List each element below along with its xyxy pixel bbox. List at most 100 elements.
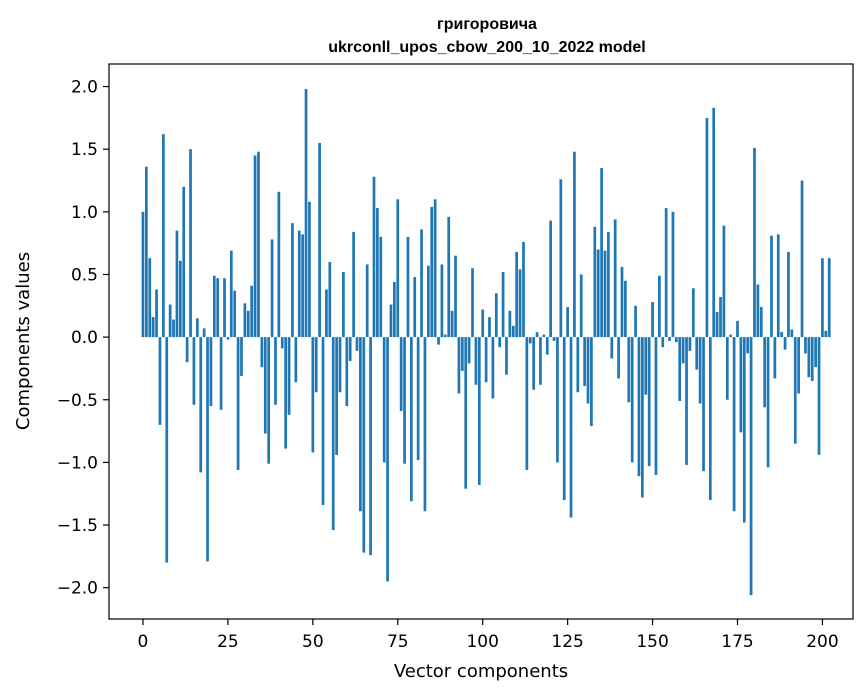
bar-175	[736, 320, 739, 338]
bar-97	[471, 268, 474, 338]
bar-186	[773, 337, 777, 379]
bar-119	[545, 337, 549, 355]
bar-187	[776, 234, 780, 338]
bar-56	[331, 337, 335, 531]
bar-18	[202, 328, 206, 338]
bar-145	[634, 305, 637, 338]
bar-174	[732, 337, 736, 512]
x-tick-label: 200	[806, 632, 838, 652]
bar-160	[685, 337, 688, 465]
bar-81	[416, 337, 420, 460]
bar-179	[749, 337, 753, 596]
x-tick-label: 125	[551, 632, 583, 652]
bar-51	[314, 337, 318, 393]
bar-25	[226, 337, 230, 340]
y-tick-label: 0.0	[71, 328, 98, 348]
bar-168	[712, 107, 716, 338]
bar-48	[304, 89, 308, 338]
bar-84	[426, 265, 430, 338]
bar-165	[702, 337, 705, 472]
bar-140	[617, 337, 620, 379]
bar-93	[457, 337, 461, 394]
bar-163	[695, 337, 699, 370]
bar-107	[505, 337, 508, 375]
bar-147	[641, 337, 644, 498]
bar-63	[355, 337, 359, 351]
y-tick-label: −0.5	[57, 391, 98, 411]
bar-161	[688, 337, 692, 351]
bar-43	[287, 337, 291, 415]
x-axis-ticks: 0 25 50 75 100 125 150 175 200	[138, 619, 839, 652]
bar-121	[552, 337, 556, 341]
bar-7	[165, 337, 169, 563]
bar-112	[522, 241, 525, 338]
bar-139	[613, 219, 617, 338]
bar-156	[671, 211, 675, 338]
y-tick-label: 1.0	[71, 203, 98, 223]
bar-194	[800, 180, 804, 338]
bar-79	[410, 337, 413, 502]
bar-83	[423, 337, 427, 512]
y-tick-label: −2.0	[57, 579, 98, 599]
bar-103	[491, 337, 495, 399]
bar-191	[790, 329, 794, 338]
bar-184	[766, 337, 770, 468]
bar-5	[158, 337, 162, 425]
bar-6	[162, 134, 165, 338]
bar-196	[807, 337, 811, 378]
bar-72	[386, 337, 389, 582]
bar-77	[403, 337, 406, 464]
bar-2	[148, 258, 152, 338]
bar-101	[484, 337, 488, 383]
bar-33	[253, 155, 257, 338]
bar-122	[556, 337, 559, 463]
bar-126	[569, 337, 573, 518]
bar-65	[362, 337, 366, 553]
bar-27	[233, 290, 237, 338]
bar-117	[539, 337, 542, 385]
bar-158	[678, 337, 682, 402]
bar-41	[280, 337, 284, 349]
bar-197	[810, 337, 814, 381]
bar-102	[488, 317, 491, 338]
bar-34	[257, 151, 260, 338]
bar-29	[240, 337, 243, 376]
bar-32	[250, 285, 254, 338]
bar-114	[528, 337, 532, 344]
bar-177	[742, 337, 746, 523]
bar-182	[759, 307, 763, 338]
bar-183	[763, 337, 767, 408]
y-axis-ticks: −2.0 −1.5 −1.0 −0.5 0.0 0.5 1.0 1.5 2.0	[57, 78, 109, 599]
bar-137	[607, 231, 610, 338]
bar-71	[382, 337, 386, 463]
bar-171	[722, 225, 726, 338]
bar-150	[651, 302, 654, 338]
bar-154	[664, 208, 668, 338]
bar-24	[223, 278, 226, 338]
bar-202	[827, 258, 831, 338]
bar-75	[396, 199, 400, 338]
x-tick-label: 0	[138, 632, 149, 652]
bar-199	[817, 337, 821, 455]
y-tick-label: −1.0	[57, 453, 98, 473]
bar-45	[294, 337, 298, 383]
bar-180	[753, 147, 756, 338]
bar-166	[705, 117, 709, 338]
bar-74	[393, 281, 396, 338]
bar-170	[719, 297, 722, 338]
bar-46	[297, 230, 301, 338]
bar-110	[515, 251, 519, 338]
bar-44	[291, 223, 294, 338]
bar-149	[647, 337, 651, 467]
bar-135	[600, 167, 603, 338]
bar-1	[145, 166, 148, 338]
bar-73	[389, 304, 393, 338]
bar-133	[593, 226, 597, 338]
bar-164	[698, 337, 702, 404]
bar-155	[668, 337, 671, 341]
bar-38	[270, 239, 274, 338]
bar-3	[151, 317, 155, 338]
bar-59	[342, 271, 345, 338]
bar-69	[376, 208, 379, 338]
